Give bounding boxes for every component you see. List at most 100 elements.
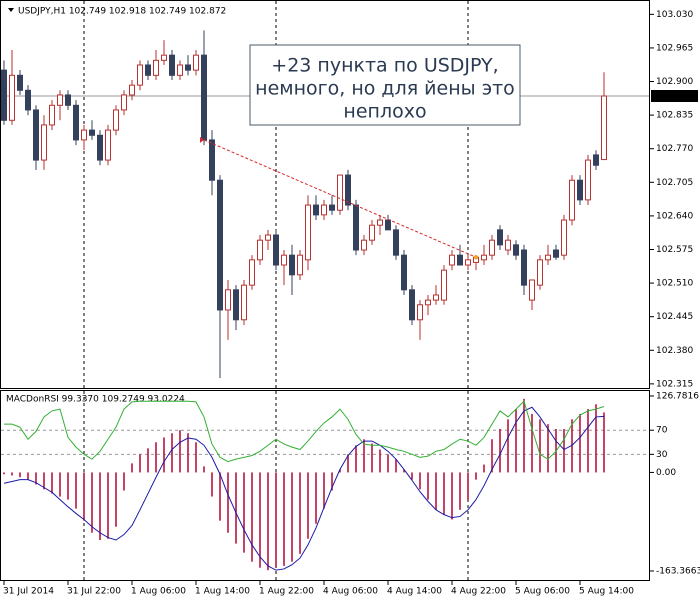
candle-body: [145, 64, 151, 76]
candle-body: [241, 284, 247, 321]
chart-header: USDJPY,H1 102.749 102.918 102.749 102.87…: [18, 7, 226, 17]
candle-body: [25, 89, 31, 111]
candle-body: [265, 234, 271, 241]
candle-body: [441, 269, 447, 301]
y-tick-label: 102.315: [656, 379, 693, 389]
x-tick-label: 4 Aug 06:00: [323, 587, 378, 597]
candle-body: [273, 234, 279, 266]
y-tick-label: -163.3663: [656, 566, 700, 576]
candle-body: [361, 239, 367, 251]
candle-body: [577, 179, 583, 201]
x-tick-label: 4 Aug 22:00: [451, 587, 506, 597]
candle-body: [73, 104, 79, 141]
candle-body: [65, 94, 71, 106]
candle-body: [489, 239, 495, 256]
candle-body: [137, 64, 143, 86]
candle-body: [281, 254, 287, 266]
current-price-label: 102.872: [655, 91, 692, 101]
candle-body: [33, 109, 39, 161]
annotation-line: немного, но для йены это: [255, 78, 515, 100]
candle-body: [81, 129, 87, 141]
candle-body: [337, 174, 343, 211]
y-tick-label: 102.445: [656, 312, 693, 322]
candle-body: [113, 109, 119, 131]
indicator-frame: [0, 390, 650, 581]
candle-body: [41, 124, 47, 161]
y-tick-label: 102.705: [656, 178, 693, 188]
candle-body: [385, 219, 391, 231]
main-frame: [0, 0, 650, 389]
candle-body: [537, 259, 543, 286]
x-tick-label: 4 Aug 14:00: [387, 587, 442, 597]
header-icon: [8, 8, 14, 12]
candle-body: [529, 279, 535, 301]
candle-body: [17, 74, 23, 91]
candle-body: [417, 304, 423, 321]
candle-body: [201, 54, 207, 141]
candle-body: [377, 219, 383, 226]
candle-body: [161, 54, 167, 61]
candle-body: [553, 249, 559, 258]
candle-body: [289, 254, 295, 276]
candle-body: [465, 259, 471, 266]
candle-body: [57, 94, 63, 106]
candle-body: [425, 299, 431, 306]
y-tick-label: 102.835: [656, 111, 693, 121]
candle-body: [97, 134, 103, 161]
y-tick-label: 102.640: [656, 211, 693, 221]
indicator-line: [3, 406, 605, 571]
candle-body: [233, 289, 239, 321]
annotation-box: [249, 44, 521, 126]
trend-end-marker: [473, 255, 479, 260]
candle-body: [121, 94, 127, 111]
candle-body: [401, 254, 407, 291]
candle-body: [521, 249, 527, 286]
candle-body: [353, 204, 359, 251]
candle-body: [505, 239, 511, 251]
y-tick-label: 102.770: [656, 144, 693, 154]
y-tick-label: 102.575: [656, 245, 693, 255]
y-tick-label: 102.965: [656, 43, 693, 53]
indicator-line: [4, 400, 605, 463]
candle-body: [409, 289, 415, 321]
y-tick-label: 102.380: [656, 346, 693, 356]
indicator-title: MACDonRSI 99.3370 109.2749 93.0224: [6, 395, 185, 405]
y-tick-label: 102.900: [656, 77, 693, 87]
candle-body: [561, 219, 567, 256]
y-tick-label: 0.00: [656, 468, 676, 478]
y-tick-label: 103.030: [656, 10, 693, 20]
candle-body: [297, 254, 303, 276]
x-tick-label: 5 Aug 06:00: [515, 587, 570, 597]
candle-body: [497, 229, 503, 246]
candle-body: [153, 59, 159, 76]
y-tick-label: 102.510: [656, 279, 693, 289]
trend-line: [203, 139, 477, 258]
candle-body: [569, 179, 575, 221]
candle-body: [329, 204, 335, 211]
candle-body: [321, 204, 327, 216]
candle-body: [257, 239, 263, 261]
candle-body: [369, 224, 375, 241]
candle-body: [249, 259, 255, 286]
candle-body: [209, 139, 215, 181]
candle-body: [225, 289, 231, 311]
candle-body: [217, 179, 223, 311]
x-tick-label: 1 Aug 14:00: [195, 587, 250, 597]
candle-body: [393, 229, 399, 256]
candle-body: [585, 159, 591, 201]
candle-body: [9, 74, 15, 121]
candle-body: [305, 204, 311, 261]
trend-start-marker: [200, 136, 204, 143]
y-tick-label: 126.7816: [656, 391, 699, 401]
candle-body: [313, 204, 319, 216]
candle-body: [177, 64, 183, 76]
candle-body: [449, 254, 455, 266]
candle-body: [513, 244, 519, 256]
candle-body: [457, 254, 463, 266]
candle-body: [481, 254, 487, 261]
annotation-line: неплохо: [343, 101, 426, 123]
x-tick-label: 1 Aug 06:00: [131, 587, 186, 597]
x-tick-label: 5 Aug 14:00: [579, 587, 634, 597]
current-price-box: [651, 89, 698, 102]
